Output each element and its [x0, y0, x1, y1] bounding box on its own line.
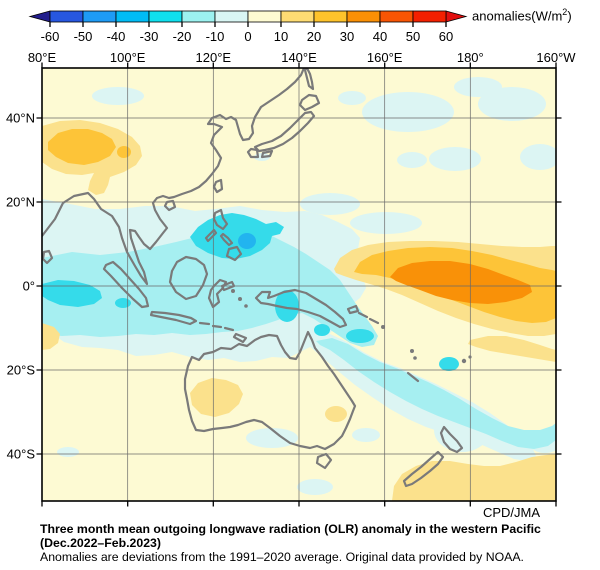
- colorbar-label: anomalies(W/m2): [472, 7, 572, 23]
- left-axis-labels: 40°N 20°N 0° 20°S 40°S: [6, 111, 35, 462]
- solomon-islands: [357, 311, 420, 383]
- credit-text: CPD/JMA: [483, 505, 540, 520]
- island-dot: [244, 304, 248, 308]
- asia-mainland-coastline: [42, 68, 306, 286]
- colorbar-tick-label: 60: [439, 29, 453, 44]
- colorbar-left-arrow: [28, 10, 51, 23]
- left-axis-label: 40°S: [7, 447, 36, 462]
- colorbar-segment: [379, 10, 414, 23]
- sakhalin-coastline: [303, 68, 315, 91]
- philippines-coastline: [204, 208, 243, 262]
- honshu-coastline: [253, 110, 316, 153]
- colorbar-tick-label: 20: [307, 29, 321, 44]
- hainan-coastline: [163, 199, 177, 212]
- left-axis-label: 40°N: [6, 111, 35, 126]
- top-axis-labels: 80°E 100°E 120°E 140°E 160°E 180° 160°W: [28, 50, 576, 65]
- top-axis-label: 160°W: [536, 50, 576, 65]
- colorbar-segment: [313, 10, 348, 23]
- colorbar-scale: -60 -50 -40 -30 -20 -10 0 10 20 30 40 50…: [28, 10, 468, 44]
- island-dot: [461, 358, 467, 364]
- top-axis-label: 100°E: [110, 50, 146, 65]
- tasmania-coastline: [315, 452, 333, 470]
- colorbar-label-prefix: anomalies(W/m: [472, 8, 563, 24]
- colorbar-segment: [148, 10, 183, 23]
- lesser-sunda-islands: [198, 321, 248, 344]
- colorbar-segment: [49, 10, 84, 23]
- colorbar-segment: [214, 10, 249, 23]
- colorbar-tick-label: -40: [107, 29, 126, 44]
- top-axis-label: 180°: [457, 50, 484, 65]
- colorbar-segment: [412, 10, 447, 23]
- colorbar-tick-label: 0: [244, 29, 251, 44]
- borneo-coastline: [168, 255, 209, 301]
- colorbar-tick-label: -30: [140, 29, 159, 44]
- map-plot: 80°E 100°E 120°E 140°E 160°E 180° 160°W …: [6, 50, 576, 520]
- anomaly-minus20-regions: [42, 228, 556, 449]
- map-axis-ticks: [36, 62, 562, 507]
- colorbar-tick-label: 40: [373, 29, 387, 44]
- colorbar-tick-label: 50: [406, 29, 420, 44]
- anomaly-minus40-spot: [238, 233, 256, 249]
- anomaly-field: [42, 68, 556, 501]
- taiwan-coastline: [212, 178, 224, 194]
- new-zealand-coastline: [402, 425, 464, 488]
- caption-note: Anomalies are deviations from the 1991–2…: [40, 550, 524, 564]
- island-dot: [468, 355, 472, 359]
- colorbar-segment: [346, 10, 381, 23]
- island-dot: [238, 297, 242, 301]
- figure-caption: Three month mean outgoing longwave radia…: [40, 522, 596, 564]
- colorbar-tick-label: -50: [74, 29, 93, 44]
- kyushu-shikoku-coastline: [246, 147, 274, 159]
- anomaly-plus30-core: [390, 261, 532, 304]
- colorbar-label-superscript: 2: [562, 7, 568, 17]
- colorbar-tick-label: -10: [206, 29, 225, 44]
- colorbar-right-arrow: [445, 10, 468, 23]
- colorbar-segment: [247, 10, 282, 23]
- colorbar-tick-label: -60: [41, 29, 60, 44]
- coastlines: [42, 68, 472, 488]
- left-axis-label: 20°N: [6, 195, 35, 210]
- sumatra-coastline: [102, 260, 150, 309]
- australia-coastline: [183, 330, 357, 451]
- island-dot: [381, 325, 385, 329]
- caption-title-line1: Three month mean outgoing longwave radia…: [40, 522, 541, 536]
- colorbar-segment: [82, 10, 117, 23]
- colorbar-segment: [181, 10, 216, 23]
- colorbar-tick-labels: -60 -50 -40 -30 -20 -10 0 10 20 30 40 50…: [41, 29, 454, 44]
- new-guinea-coastline: [254, 288, 360, 329]
- colorbar-tick-label: -20: [173, 29, 192, 44]
- hokkaido-coastline: [298, 93, 321, 112]
- figure-canvas: -60 -50 -40 -30 -20 -10 0 10 20 30 40 50…: [6, 10, 576, 520]
- caption-title-line2: (Dec.2022–Feb.2023): [40, 536, 161, 550]
- colorbar-ticks: [49, 22, 447, 27]
- colorbar-label-suffix: ): [567, 8, 572, 24]
- top-axis-label: 120°E: [196, 50, 232, 65]
- colorbar-tick-label: 30: [340, 29, 354, 44]
- colorbar-segment: [115, 10, 150, 23]
- colorbar-segment: [280, 10, 315, 23]
- top-axis-label: 160°E: [367, 50, 403, 65]
- left-axis-label: 20°S: [7, 363, 36, 378]
- island-dot: [410, 349, 414, 353]
- colorbar-tick-label: 10: [274, 29, 288, 44]
- sri-lanka-coastline: [42, 249, 54, 265]
- top-axis-label: 80°E: [28, 50, 57, 65]
- island-dot: [231, 289, 235, 293]
- top-axis-label: 140°E: [281, 50, 317, 65]
- left-axis-label: 0°: [23, 279, 35, 294]
- sulawesi-coastline: [207, 278, 236, 309]
- java-coastline: [149, 310, 198, 326]
- island-dot: [413, 356, 417, 360]
